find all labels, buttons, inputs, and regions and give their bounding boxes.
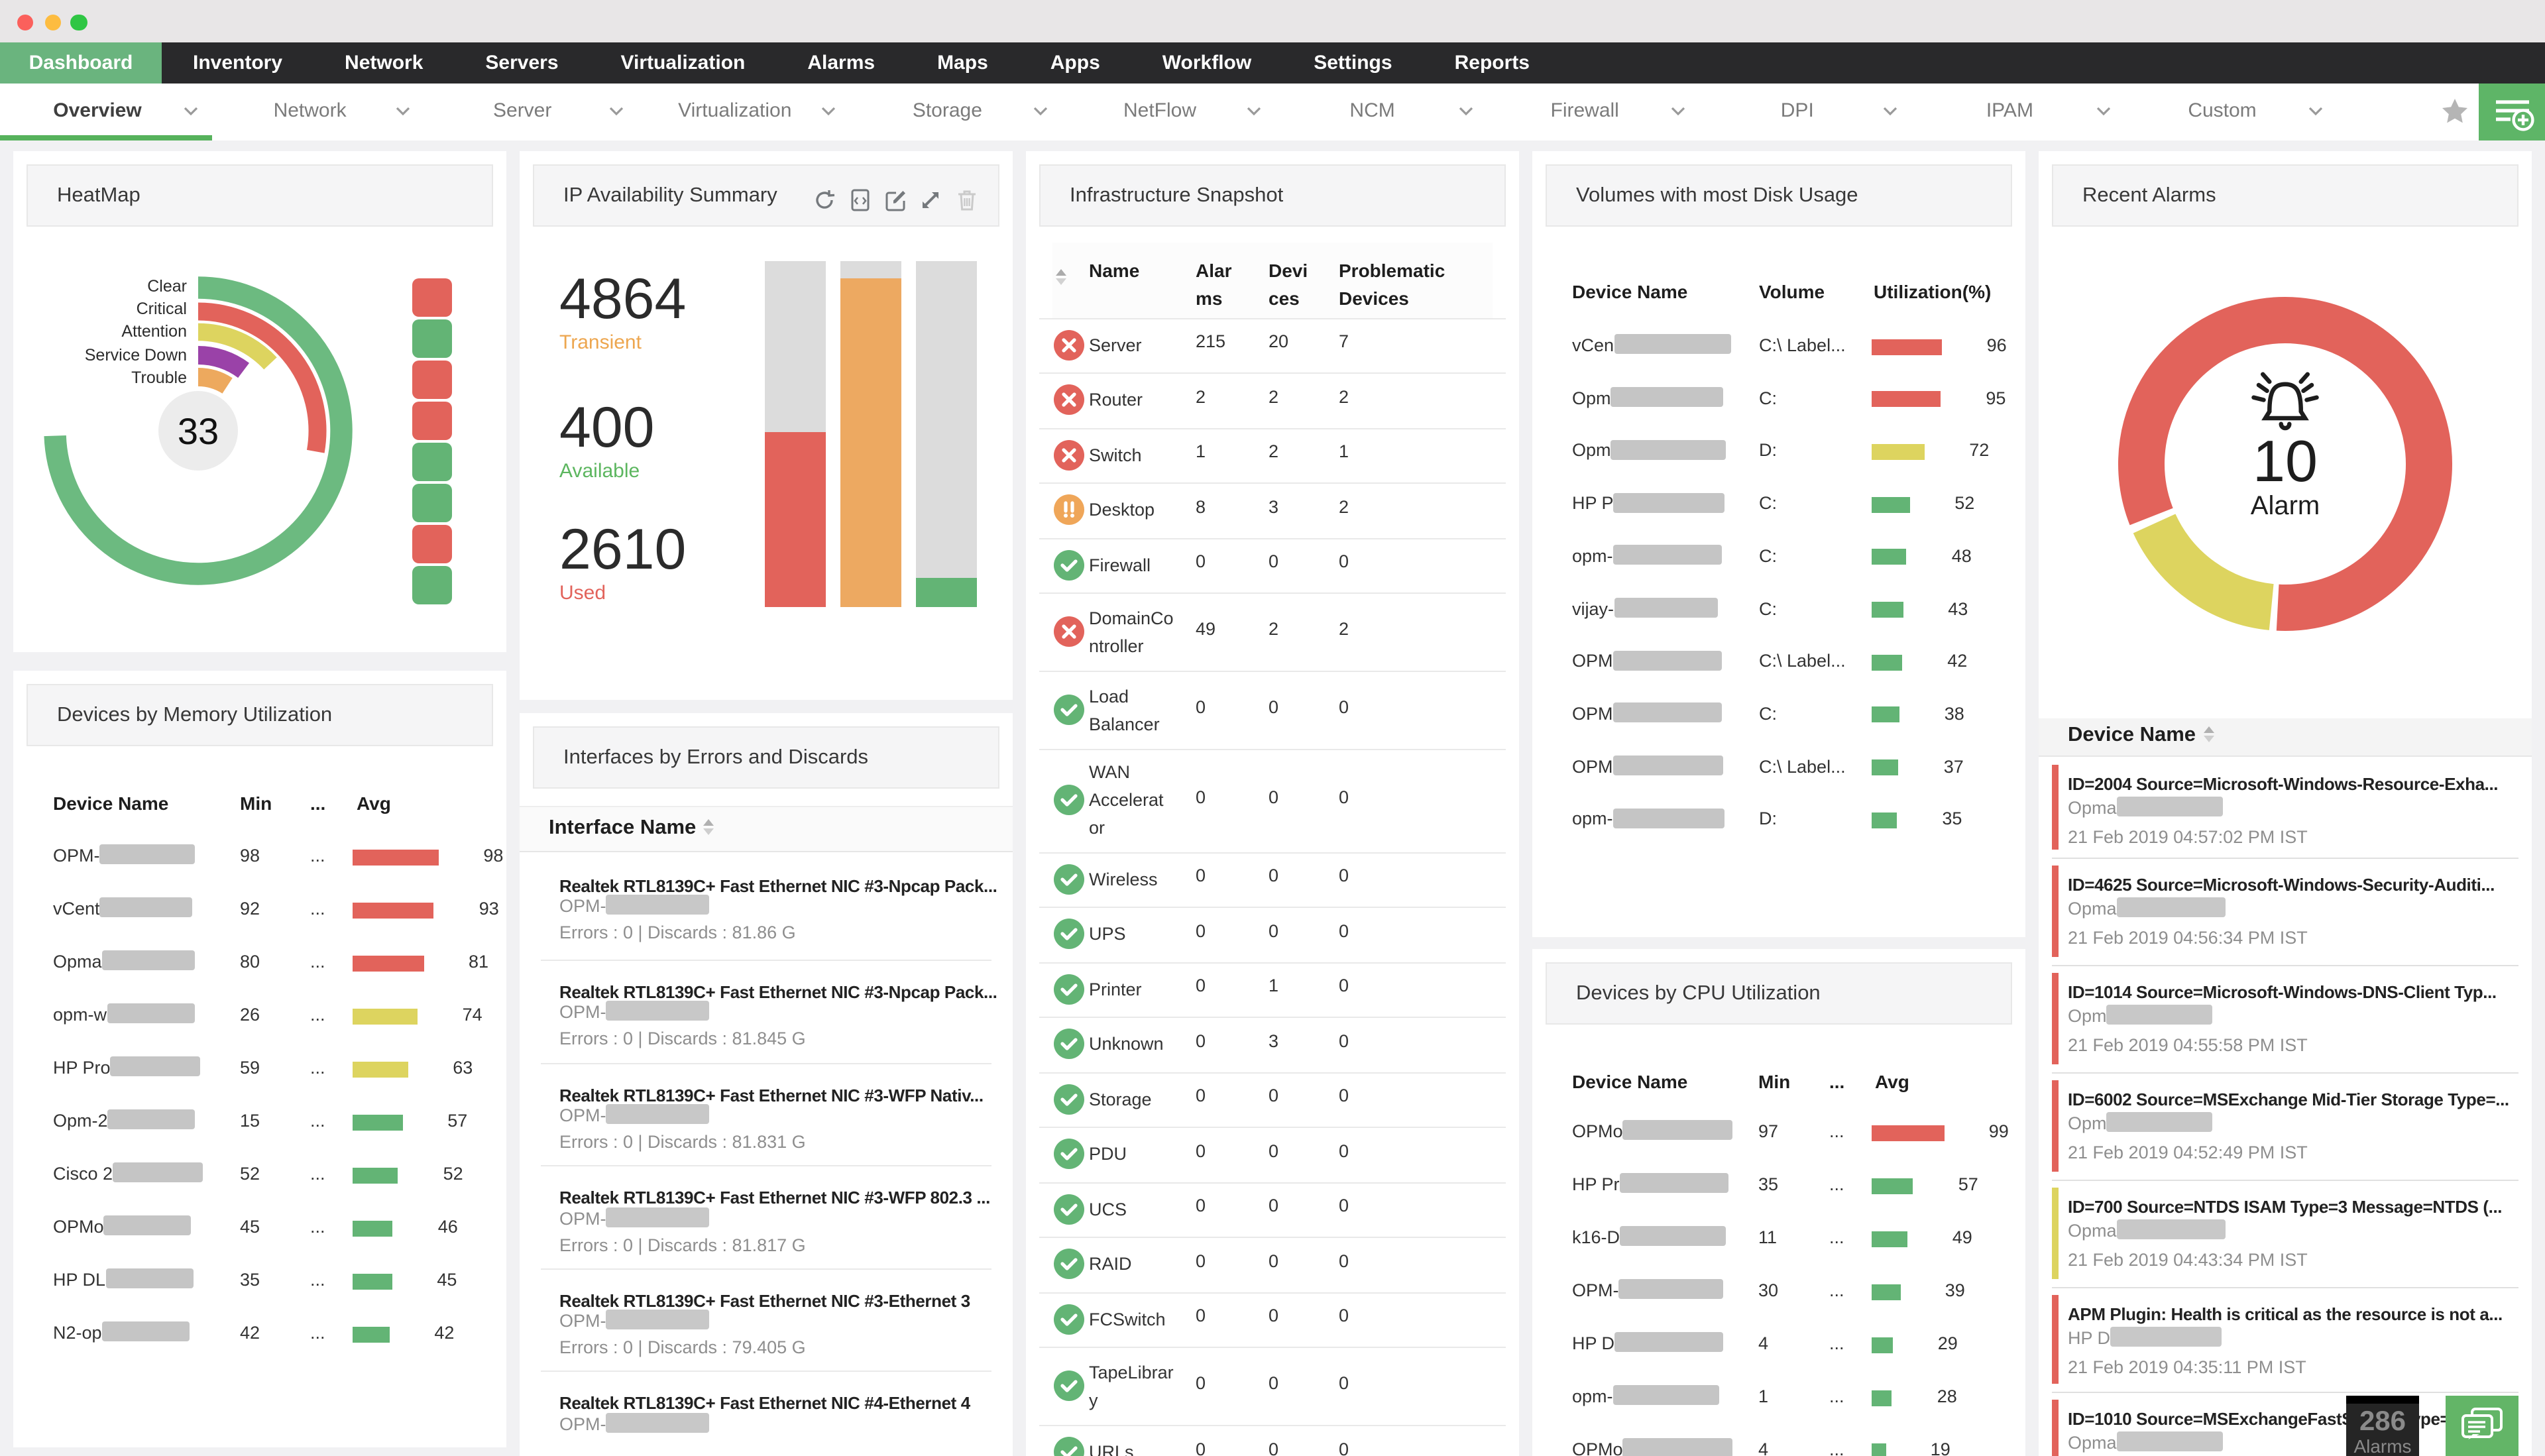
svg-text:33: 33 <box>178 410 219 452</box>
svg-text:10: 10 <box>2253 428 2318 494</box>
svg-text:Alarm: Alarm <box>2251 491 2320 520</box>
